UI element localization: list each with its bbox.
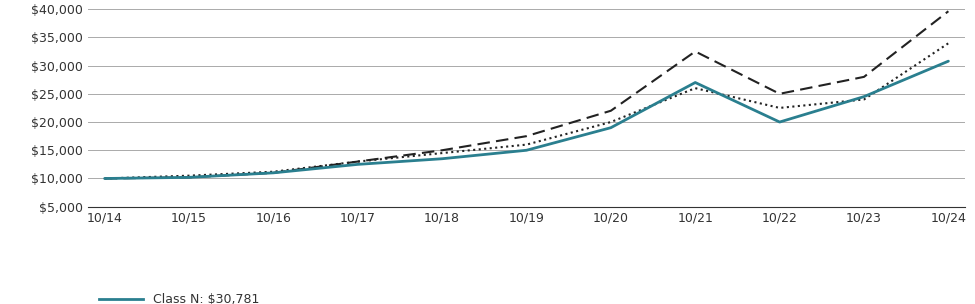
Legend: Class N: $30,781, S&P 500® Index: $33,949, S&P 500® Growth Index: $39,624: Class N: $30,781, S&P 500® Index: $33,94… — [94, 288, 371, 304]
